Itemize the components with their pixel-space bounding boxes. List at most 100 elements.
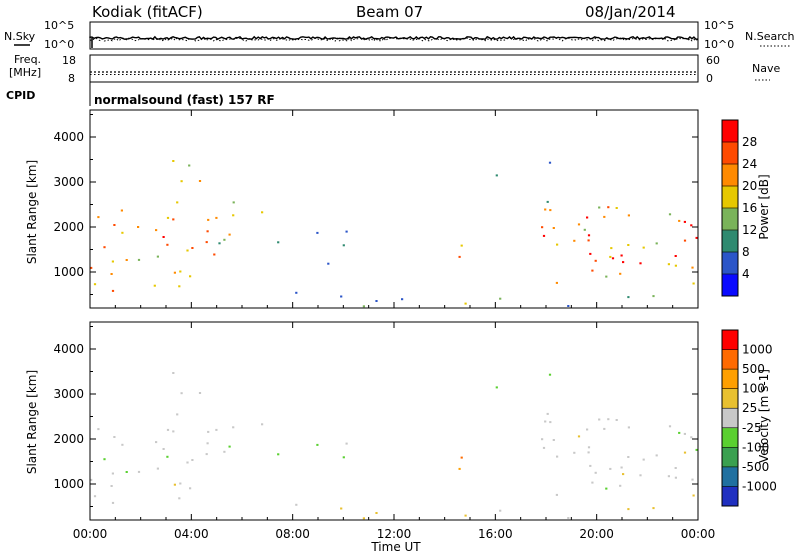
velocity-ylabel: Slant Range [km] (25, 370, 39, 474)
power-cell (111, 260, 114, 263)
power-cell (277, 241, 280, 244)
noise-trace (89, 35, 699, 48)
power-ytick-label-1: 2000 (53, 220, 84, 234)
power-cell (674, 255, 677, 257)
power-cell (125, 259, 128, 261)
velocity-colorbar-swatch-7 (722, 349, 738, 370)
velocity-y-axis: 1000 2000 3000 4000 (53, 326, 698, 507)
cpid-value: normalsound (fast) 157 RF (94, 93, 275, 107)
power-colorbar-tick-2: 12 (742, 223, 757, 237)
power-cell (215, 216, 218, 219)
velocity-colorbar-swatch-6 (722, 369, 738, 389)
power-colorbar-swatch-6 (722, 142, 738, 165)
power-cell (541, 226, 544, 229)
time-axis-label: Time UT (370, 540, 421, 554)
velocity-cell (261, 423, 264, 426)
velocity-colorbar: 1000 500 100 25 -25 -100 -500 -1000 (721, 329, 777, 507)
nave-label: Nave (752, 62, 780, 75)
date-title: 08/Jan/2014 (585, 3, 676, 21)
power-cell (205, 241, 208, 244)
velocity-cell (228, 445, 231, 448)
velocity-cell (205, 453, 208, 456)
time-tick-3: 12:00 (377, 527, 412, 541)
velocity-cell (555, 493, 558, 496)
power-cell (172, 160, 175, 162)
power-cell (186, 249, 189, 252)
power-ytick-label-3: 4000 (53, 130, 84, 144)
velocity-cell (464, 514, 467, 517)
power-cell (591, 269, 594, 272)
velocity-panel: 1000 2000 3000 4000 Slant Range [km] (25, 321, 699, 521)
power-colorbar: 4 8 12 16 20 24 28 (721, 119, 757, 297)
noise-right-tick-bottom: 10^0 (704, 38, 734, 51)
velocity-cell (206, 442, 209, 445)
velocity-cell (683, 451, 687, 454)
velocity-cell (499, 509, 502, 512)
velocity-cell (232, 426, 235, 429)
power-cell (223, 238, 226, 241)
velocity-colorbar-tick-7: -1000 (742, 479, 777, 493)
velocity-cell (375, 512, 378, 514)
velocity-cell (176, 413, 179, 416)
velocity-cell (198, 392, 202, 394)
velocity-cell (295, 503, 298, 506)
power-cell (615, 207, 618, 209)
velocity-ytick-label-3: 4000 (53, 342, 84, 356)
power-cell (627, 296, 630, 299)
velocity-cell (591, 481, 594, 484)
power-cell (295, 291, 298, 294)
time-tick-1: 04:00 (174, 527, 209, 541)
power-cell (607, 206, 610, 209)
power-cell (401, 298, 404, 301)
velocity-cell (90, 478, 93, 481)
velocity-colorbar-tick-1: 500 (742, 362, 765, 376)
velocity-cell (155, 441, 158, 444)
power-cell (180, 180, 183, 183)
power-cell (552, 227, 555, 229)
power-ytick-label-0: 1000 (53, 265, 84, 279)
power-cell (156, 255, 159, 258)
power-cell (544, 208, 547, 211)
power-cell (137, 258, 141, 261)
power-cell (110, 273, 113, 275)
velocity-cell (345, 442, 348, 445)
velocity-colorbar-tick-6: -500 (742, 460, 769, 474)
power-cell (155, 229, 158, 232)
velocity-cell (549, 421, 552, 424)
power-cell (178, 285, 181, 288)
power-cell (113, 224, 116, 226)
velocity-cell (541, 438, 544, 441)
velocity-cell (668, 425, 672, 428)
velocity-cell (674, 467, 677, 469)
velocity-cell (627, 426, 630, 429)
power-cell (683, 220, 686, 223)
velocity-cell (586, 428, 589, 431)
power-colorbar-swatch-0 (722, 274, 738, 297)
velocity-ytick-label-2: 3000 (53, 387, 84, 401)
velocity-cell (180, 392, 183, 395)
velocity-cell (589, 464, 592, 467)
time-tick-0: 00:00 (73, 527, 108, 541)
time-tick-6: 00:00 (681, 527, 716, 541)
power-cell (173, 271, 176, 274)
velocity-cell (692, 494, 695, 497)
power-scatter (90, 160, 698, 308)
power-cell (583, 228, 586, 231)
power-cell (549, 209, 552, 212)
power-cell (460, 244, 463, 247)
power-cell (340, 295, 343, 298)
power-colorbar-tick-6: 28 (742, 135, 757, 149)
power-cell (587, 234, 591, 237)
power-cell (198, 180, 202, 182)
freq-label-line2: [MHz] (9, 66, 41, 79)
power-colorbar-swatch-5 (722, 164, 738, 187)
power-ylabel: Slant Range [km] (25, 160, 39, 264)
velocity-cell (690, 436, 693, 439)
power-cell (176, 201, 179, 204)
velocity-colorbar-tick-0: 1000 (742, 343, 773, 357)
velocity-cell (567, 517, 570, 519)
power-cell (691, 266, 694, 269)
velocity-cell (458, 467, 461, 470)
power-cell (692, 282, 695, 285)
power-cell (589, 252, 592, 255)
